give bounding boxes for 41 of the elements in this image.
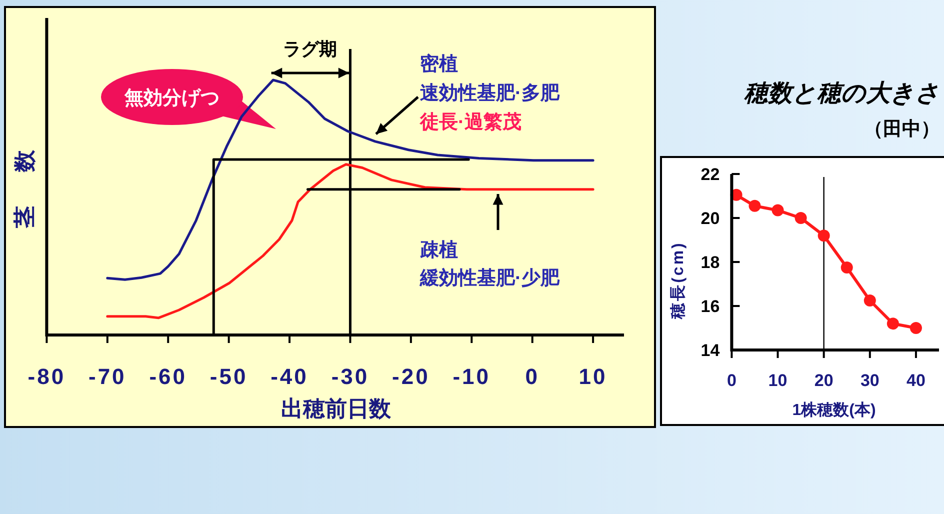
point (772, 204, 784, 216)
annotation: 無効分げつ (124, 87, 220, 109)
x-tick-label: -10 (452, 364, 491, 389)
y-tick-label: 22 (700, 165, 720, 184)
x-tick-label: 0 (525, 364, 540, 389)
x-tick-label: 10 (768, 371, 788, 390)
point (818, 230, 830, 242)
x-tick-label: -80 (28, 364, 66, 389)
annotation: 緩効性基肥·少肥 (419, 267, 560, 289)
y-tick-label: 20 (700, 209, 720, 228)
x-tick-label: -20 (392, 364, 430, 389)
point (864, 294, 876, 306)
x-tick-label: -70 (88, 364, 126, 389)
point (840, 262, 853, 274)
point (886, 318, 899, 330)
chart-subtitle: （田中） (864, 118, 940, 140)
point (748, 200, 761, 212)
x-tick-label: 0 (726, 371, 736, 390)
x-tick-label: 30 (860, 371, 880, 390)
y-tick-label: 14 (700, 341, 720, 360)
x-tick-label: -40 (270, 364, 308, 389)
x-tick-label: -30 (331, 364, 370, 389)
y-tick-label: 18 (700, 253, 720, 272)
point (910, 322, 922, 334)
annotation: 疎植 (420, 239, 458, 261)
x-tick-label: 20 (814, 371, 834, 390)
x-tick-label: -50 (210, 364, 248, 389)
x-tick-label: 10 (578, 364, 608, 389)
x-axis-title: 出穂前日数 (281, 396, 392, 421)
annotation: 速効性基肥·多肥 (420, 82, 560, 104)
text: 密植 (420, 53, 458, 75)
x-axis-title: 1株穂数(本) (792, 401, 876, 419)
y-axis-title: 穂長(cm) (669, 241, 687, 320)
chart-title: 穂数と穂の大きさ (743, 80, 940, 107)
annotation: 徒長·過繁茂 (419, 111, 522, 133)
y-tick-label: 16 (700, 297, 720, 316)
x-tick-label: 40 (906, 371, 926, 390)
point (794, 212, 807, 224)
x-tick-label: -60 (149, 364, 188, 389)
y-axis-title: 茎 数 (12, 136, 37, 230)
text: ラグ期 (283, 39, 337, 59)
